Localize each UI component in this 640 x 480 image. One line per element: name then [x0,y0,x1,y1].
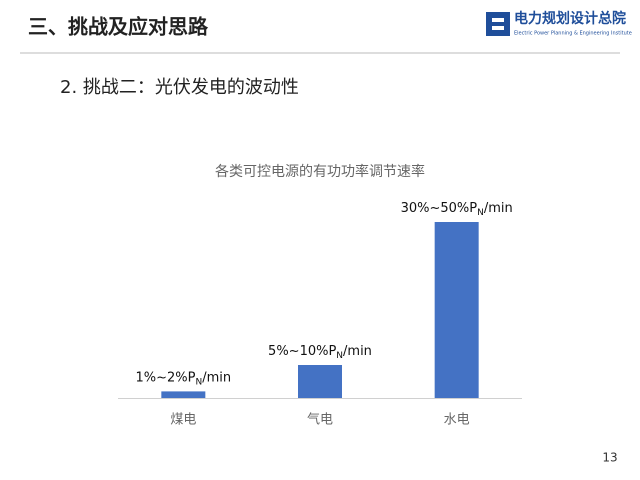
bar [161,391,206,398]
value-label-suffix: /min [343,344,372,359]
value-label: 30%~50%PN/min [401,201,513,218]
slide-subtitle: 2. 挑战二：光伏发电的波动性 [60,77,299,98]
logo-icon-detail [492,26,504,30]
chart-title: 各类可控电源的有功功率调节速率 [215,163,425,180]
bar [298,365,342,398]
bar [434,222,479,398]
x-tick-label: 水电 [444,413,470,428]
logo-icon-detail [492,18,504,22]
value-label-text: 1%~2%P [136,370,196,385]
page-number: 13 [602,451,617,465]
value-label-text: 5%~10%P [268,344,336,359]
value-label: 1%~2%PN/min [136,370,232,387]
x-tick-label: 气电 [307,412,333,428]
logo-name: 电力规划设计总院 [514,10,626,27]
value-label-text: 30%~50%P [401,201,478,216]
logo-subtitle: Electric Power Planning & Engineering In… [514,31,632,37]
value-label-suffix: /min [202,370,231,385]
x-tick-label: 煤电 [170,413,196,428]
value-label-subscript: N [196,377,203,387]
value-label-suffix: /min [484,201,513,216]
header-title: 三、挑战及应对思路 [28,15,209,39]
value-label-subscript: N [336,351,343,361]
value-label: 5%~10%PN/min [268,344,372,361]
value-label-subscript: N [477,208,484,218]
logo-icon [486,12,510,36]
